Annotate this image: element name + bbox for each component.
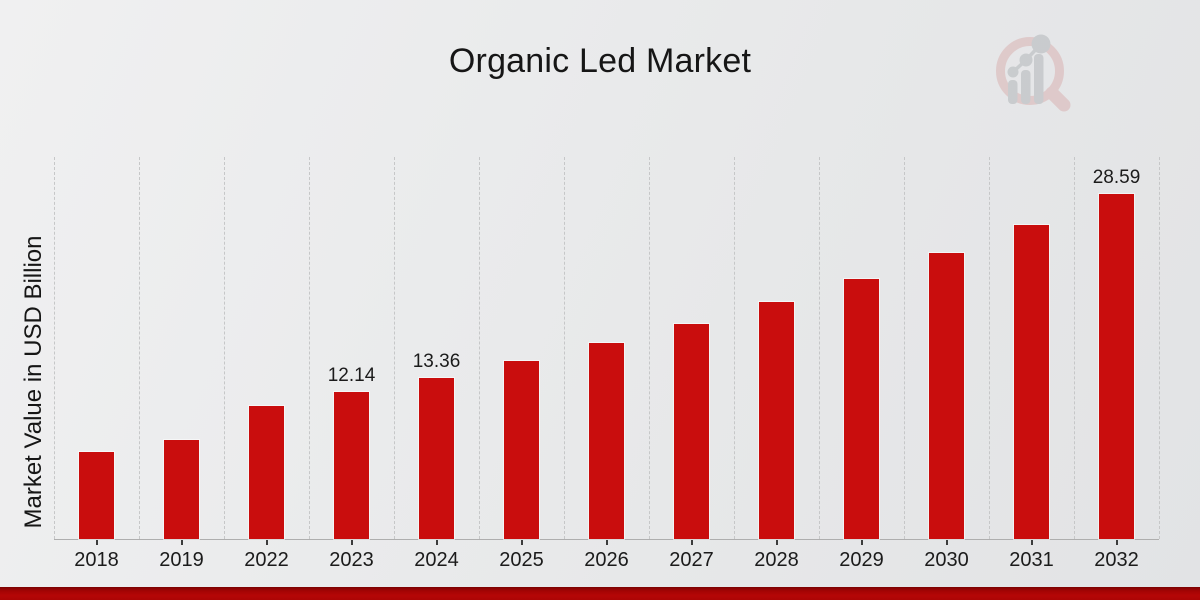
magnifier-bar-chart-logo-icon (996, 34, 1071, 112)
vertical-gridline (649, 157, 650, 539)
x-axis-tick (775, 540, 778, 545)
bar-2032 (1099, 193, 1134, 539)
value-label-2023: 12.14 (327, 365, 376, 387)
bar-2025 (504, 361, 539, 539)
vertical-gridline (734, 157, 735, 539)
vertical-gridline (54, 157, 55, 539)
vertical-gridline (309, 157, 310, 539)
x-axis-label-2026: 2026 (584, 549, 629, 571)
plot-area: 2018 2019 2022 12.14 2023 13.36 2024 2025 2026 20… (54, 157, 1160, 571)
y-axis-label: Market Value in USD Billion (20, 235, 47, 529)
x-axis-label-2031: 2031 (1009, 549, 1054, 571)
bar-2022 (249, 406, 284, 539)
x-axis-tick (605, 540, 608, 545)
vertical-gridline (564, 157, 565, 539)
bar-2019 (164, 439, 199, 539)
x-axis-tick (945, 540, 948, 545)
x-axis-label-2030: 2030 (924, 549, 969, 571)
x-axis-label-2027: 2027 (669, 549, 714, 571)
vertical-gridline (139, 157, 140, 539)
x-axis-label-2029: 2029 (839, 549, 884, 571)
vertical-gridline (394, 157, 395, 539)
x-axis-label-2025: 2025 (499, 549, 544, 571)
x-axis-label-2022: 2022 (244, 549, 289, 571)
vertical-gridline (1159, 157, 1160, 539)
x-axis-label-2032: 2032 (1094, 549, 1139, 571)
x-axis-label-2019: 2019 (159, 549, 204, 571)
x-axis-tick (1115, 540, 1118, 545)
x-axis-tick (265, 540, 268, 545)
value-label-2032: 28.59 (1092, 166, 1141, 188)
x-axis-tick (860, 540, 863, 545)
x-axis-tick (350, 540, 353, 545)
chart-title: Organic Led Market (448, 42, 752, 80)
x-axis-tick (180, 540, 183, 545)
bar-2029 (844, 279, 879, 539)
x-axis-label-2023: 2023 (329, 549, 374, 571)
bar-2018 (79, 452, 114, 539)
x-axis-tick (435, 540, 438, 545)
x-axis-label-2024: 2024 (414, 549, 459, 571)
bar-2027 (674, 323, 709, 539)
x-axis-tick (690, 540, 693, 545)
bottom-red-banner (0, 587, 1200, 600)
bar-2023 (334, 392, 369, 539)
bar-2030 (929, 252, 964, 539)
value-label-2024: 13.36 (412, 350, 461, 372)
bar-2028 (759, 302, 794, 539)
bar-2024 (419, 377, 454, 539)
bar-2031 (1014, 224, 1049, 539)
vertical-gridline (819, 157, 820, 539)
x-axis-label-2018: 2018 (74, 549, 119, 571)
vertical-gridline (479, 157, 480, 539)
vertical-gridline (224, 157, 225, 539)
x-axis-tick (1030, 540, 1033, 545)
x-axis-label-2028: 2028 (754, 549, 799, 571)
vertical-gridline (1074, 157, 1075, 539)
x-axis-tick (520, 540, 523, 545)
bar-2026 (589, 343, 624, 539)
x-axis-tick (95, 540, 98, 545)
vertical-gridline (904, 157, 905, 539)
vertical-gridline (989, 157, 990, 539)
